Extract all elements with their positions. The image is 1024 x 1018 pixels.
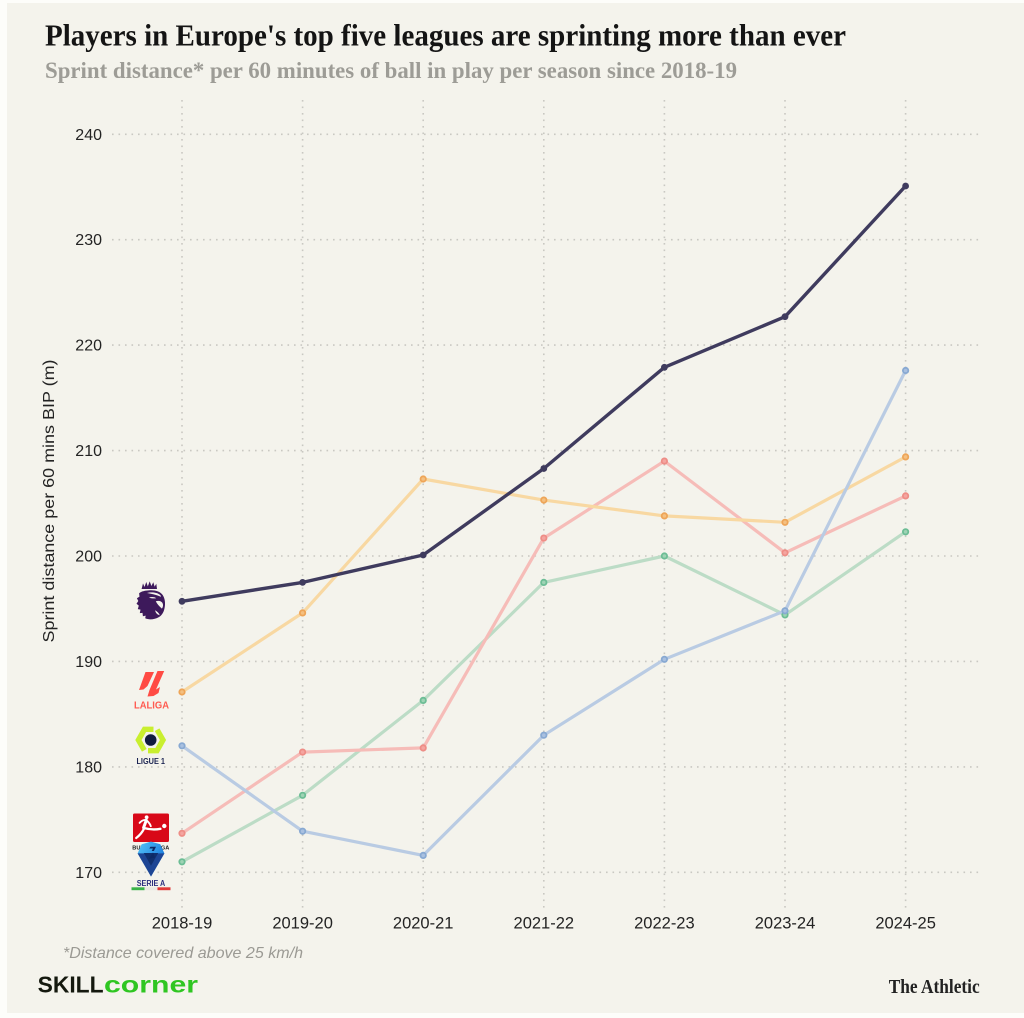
svg-text:190: 190 bbox=[75, 654, 102, 671]
svg-text:Sprint distance per 60 mins BI: Sprint distance per 60 mins BIP (m) bbox=[41, 360, 58, 643]
svg-text:Sprint distance* per 60 minute: Sprint distance* per 60 minutes of ball … bbox=[45, 58, 737, 83]
svg-text:200: 200 bbox=[75, 549, 102, 566]
svg-text:180: 180 bbox=[75, 759, 102, 776]
svg-text:The Athletic: The Athletic bbox=[889, 976, 980, 998]
svg-text:2023-24: 2023-24 bbox=[755, 915, 816, 933]
svg-text:2018-19: 2018-19 bbox=[152, 915, 213, 933]
svg-text:LALIGA: LALIGA bbox=[134, 700, 169, 712]
svg-text:SKILL: SKILL bbox=[38, 972, 104, 998]
svg-text:2022-23: 2022-23 bbox=[634, 915, 695, 933]
svg-text:230: 230 bbox=[75, 232, 102, 249]
svg-text:2019-20: 2019-20 bbox=[272, 915, 333, 933]
svg-text:240: 240 bbox=[75, 127, 102, 144]
svg-text:210: 210 bbox=[75, 443, 102, 460]
svg-text:SERIE A: SERIE A bbox=[137, 879, 166, 888]
svg-text:Players in Europe's top five l: Players in Europe's top five leagues are… bbox=[45, 19, 846, 53]
svg-text:2021-22: 2021-22 bbox=[514, 915, 575, 933]
svg-text:2024-25: 2024-25 bbox=[875, 915, 936, 933]
svg-text:corner: corner bbox=[104, 972, 198, 998]
svg-text:LIGUE 1: LIGUE 1 bbox=[136, 757, 165, 766]
svg-text:*Distance covered above 25 km/: *Distance covered above 25 km/h bbox=[63, 945, 303, 962]
svg-text:2020-21: 2020-21 bbox=[393, 915, 454, 933]
svg-text:220: 220 bbox=[75, 338, 102, 355]
svg-text:170: 170 bbox=[75, 865, 102, 882]
